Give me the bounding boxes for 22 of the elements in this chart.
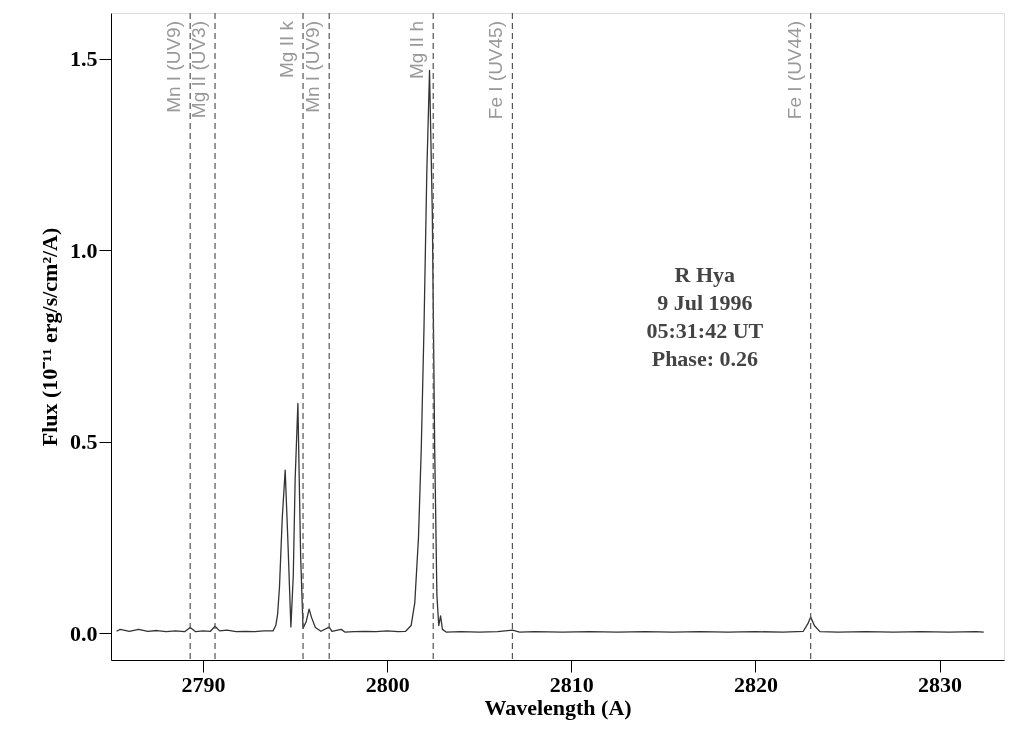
- x-tick-label: 2800: [365, 671, 410, 697]
- y-axis-title: Flux (10⁻¹¹ erg/s/cm²/A): [37, 227, 62, 447]
- y-tick-label: 0.0: [70, 620, 98, 646]
- ref-line-label: Mn I (UV9): [163, 21, 185, 113]
- x-tick-label: 2820: [733, 671, 778, 697]
- ref-line-label: Fe I (UV44): [783, 21, 805, 120]
- annotation: 9 Jul 1996: [657, 290, 753, 316]
- annotation: 05:31:42 UT: [646, 318, 764, 344]
- ref-line-label: Mg II h: [406, 21, 428, 80]
- y-tick-label: 1.0: [70, 237, 98, 263]
- x-tick-label: 2790: [181, 671, 226, 697]
- x-tick-label: 2830: [918, 671, 963, 697]
- annotation: R Hya: [674, 262, 736, 288]
- ref-line-label: Mg II (UV3): [188, 21, 210, 119]
- x-tick-label: 2810: [549, 671, 594, 697]
- annotation: Phase: 0.26: [651, 346, 759, 372]
- y-tick-label: 1.5: [70, 46, 98, 72]
- x-axis-title: Wavelength (A): [484, 694, 632, 720]
- ref-line-label: Mg II k: [276, 20, 298, 79]
- y-tick-label: 0.5: [70, 429, 98, 455]
- ref-line-label: Mn I (UV9): [302, 21, 324, 113]
- ref-line-label: Fe I (UV45): [485, 21, 507, 120]
